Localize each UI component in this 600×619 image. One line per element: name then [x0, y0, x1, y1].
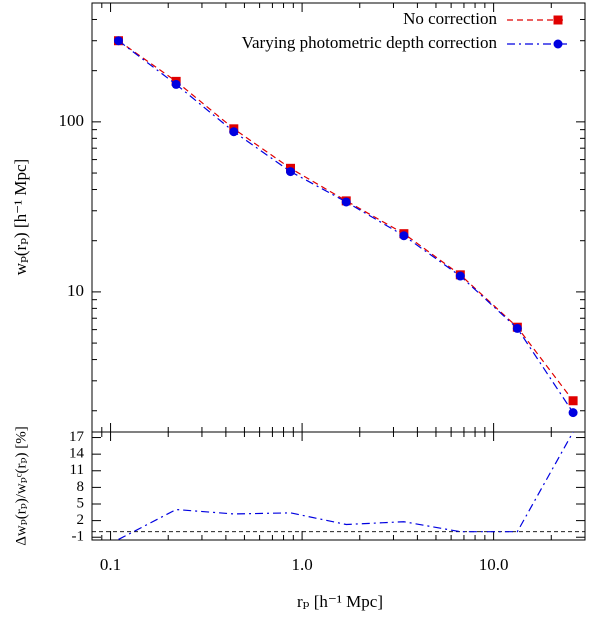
legend-label: No correction — [403, 9, 497, 28]
y-tick-label: 100 — [59, 111, 85, 130]
legend-marker — [553, 15, 563, 25]
marker — [113, 36, 123, 46]
marker — [399, 231, 409, 241]
y-tick-label: 8 — [77, 479, 85, 495]
y-axis-label: wₚ(rₚ) [h⁻¹ Mpc] — [11, 159, 30, 275]
marker — [568, 396, 578, 406]
y-tick-label: 11 — [70, 462, 84, 478]
marker — [286, 167, 296, 177]
plot-area — [113, 36, 578, 418]
marker — [455, 271, 465, 281]
legend-marker — [553, 39, 563, 49]
marker — [568, 408, 578, 418]
plot-area — [92, 432, 585, 540]
y-tick-label: -1 — [72, 529, 85, 545]
x-tick-label: 0.1 — [100, 555, 121, 574]
series-line — [118, 432, 574, 540]
x-tick-label: 1.0 — [291, 555, 312, 574]
y-tick-label: 5 — [77, 495, 85, 511]
y-tick-label: 17 — [69, 429, 85, 445]
y-tick-label: 2 — [77, 512, 85, 528]
legend-label: Varying photometric depth correction — [242, 33, 498, 52]
marker — [512, 323, 522, 333]
marker — [341, 197, 351, 207]
y-axis-label: Δwₚ(rₚ)/wₚᶜ(rₚ) [%] — [13, 426, 29, 546]
x-tick-label: 10.0 — [479, 555, 509, 574]
series-line — [118, 40, 574, 402]
plot-frame — [91, 431, 586, 541]
x-axis-label: rₚ [h⁻¹ Mpc] — [297, 592, 383, 611]
y-tick-label: 10 — [67, 281, 84, 300]
marker — [229, 127, 239, 137]
plot-frame — [91, 2, 586, 433]
y-tick-label: 14 — [69, 446, 85, 462]
series-line — [118, 40, 574, 413]
marker — [171, 79, 181, 89]
